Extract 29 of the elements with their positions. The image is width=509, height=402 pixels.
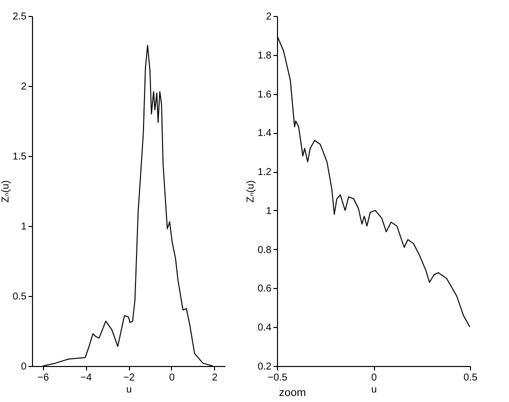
y-tick-label: 1: [20, 222, 27, 232]
y-tick-label: 2: [20, 82, 27, 92]
y-tick-label: 0.6: [258, 284, 272, 295]
y-tick-label: 1.4: [258, 128, 272, 140]
y-tick-label: 1.8: [258, 50, 272, 62]
x-axis-title: u: [371, 384, 377, 396]
x-tick-label: −6: [38, 372, 50, 384]
y-tick-label: 0.4: [258, 322, 272, 334]
x-tick-label: 0: [371, 372, 378, 384]
y-tick-label: 0.8: [258, 244, 272, 256]
x-axis-title: u: [126, 384, 132, 396]
x-tick-label: −0.5: [268, 372, 288, 384]
y-tick-label: 1.5: [12, 152, 27, 162]
y-tick-label: 1.6: [258, 89, 272, 100]
y-axis-title: Zₙ(u): [0, 180, 12, 203]
y-tick-label: 0.2: [258, 362, 272, 372]
text: zoom: [279, 387, 306, 399]
y-axis-title: Zₙ(u): [246, 180, 257, 203]
y-tick-label: 1: [266, 206, 272, 217]
y-tick-label: 0.5: [12, 292, 27, 302]
x-tick-label: 0: [169, 372, 176, 384]
x-tick-label: 0.5: [464, 372, 478, 384]
y-tick-label: 2: [266, 12, 272, 22]
x-tick-label: −2: [123, 372, 136, 384]
x-tick-label: 2: [212, 372, 218, 384]
y-tick-label: 0: [20, 362, 27, 372]
y-tick-label: 1.2: [258, 167, 272, 178]
x-tick-label: −4: [80, 372, 92, 384]
y-tick-label: 2.5: [12, 12, 27, 22]
